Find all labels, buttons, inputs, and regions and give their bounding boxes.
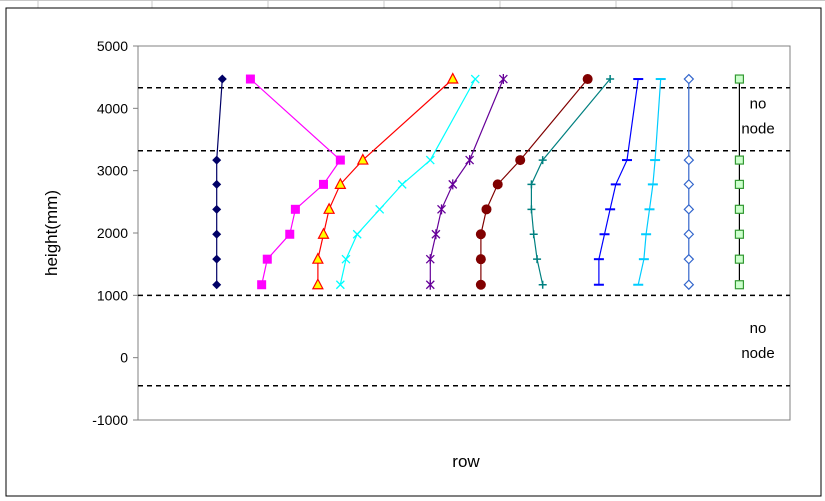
data-point: [475, 279, 486, 290]
data-point: [318, 179, 328, 189]
series-8: [593, 78, 644, 286]
data-point: [527, 205, 536, 214]
data-point: [683, 203, 695, 215]
data-point: [290, 204, 300, 214]
data-point: [257, 280, 267, 290]
data-point: [538, 156, 547, 165]
reference-lines: [138, 87, 790, 387]
series-11: [734, 74, 745, 290]
data-point: [683, 154, 695, 166]
data-point: [734, 280, 745, 290]
data-point: [317, 227, 330, 239]
data-point: [498, 74, 508, 85]
data-point: [606, 75, 615, 84]
data-point: [538, 280, 547, 289]
sheet-gridlines: [0, 0, 825, 8]
data-point: [465, 155, 475, 166]
data-point: [446, 72, 459, 84]
data-point: [334, 177, 347, 189]
data-point: [475, 229, 486, 240]
data-point: [734, 254, 745, 264]
series-2: [245, 74, 345, 290]
data-point: [734, 155, 745, 165]
data-point: [311, 252, 324, 264]
data-point: [529, 230, 538, 239]
data-point: [245, 74, 255, 84]
data-point: [212, 254, 222, 264]
data-point: [217, 74, 227, 84]
data-point: [212, 204, 222, 214]
data-point: [375, 204, 385, 214]
data-point: [734, 204, 745, 214]
y-tick-label: 5000: [97, 38, 128, 54]
data-point: [515, 155, 526, 166]
data-point: [335, 155, 345, 165]
y-axis: -1000 0 1000 2000 3000 4000 5000: [92, 38, 138, 428]
data-point: [734, 74, 745, 84]
data-point: [425, 155, 435, 165]
series-6: [475, 74, 593, 290]
data-point: [683, 179, 695, 190]
data-point: [475, 254, 486, 265]
data-point: [734, 229, 745, 239]
data-point: [341, 254, 351, 264]
data-point: [683, 73, 695, 85]
data-point: [285, 229, 295, 239]
data-point: [582, 74, 593, 85]
data-point: [397, 179, 407, 189]
data-point: [335, 280, 345, 290]
data-point: [734, 179, 745, 189]
y-tick-label: 1000: [97, 287, 128, 303]
data-point: [352, 229, 362, 239]
y-tick-label: 0: [120, 350, 128, 366]
y-tick-label: 4000: [97, 100, 128, 116]
y-tick-label: -1000: [92, 412, 128, 428]
series-7: [527, 75, 615, 289]
data-point: [431, 229, 441, 240]
series-layer: [212, 72, 745, 291]
annotations: no node no node: [741, 96, 774, 362]
data-point: [448, 179, 458, 190]
series-3: [311, 72, 459, 290]
series-4: [335, 74, 480, 290]
data-point: [311, 277, 324, 290]
data-point: [437, 204, 446, 215]
data-point: [683, 279, 695, 291]
y-tick-label: 3000: [97, 163, 128, 179]
data-point: [683, 228, 695, 240]
series-5: [425, 74, 508, 290]
annotation-no-node: no: [750, 96, 767, 113]
data-point: [527, 180, 536, 189]
data-point: [212, 280, 222, 290]
plot-area: [137, 45, 791, 421]
series-9: [633, 78, 666, 286]
data-point: [323, 202, 336, 214]
data-point: [492, 179, 503, 190]
y-tick-label: 2000: [97, 225, 128, 241]
data-point: [481, 204, 492, 215]
data-point: [262, 254, 272, 264]
annotation-no-node: no: [750, 320, 767, 337]
x-axis-title: row: [452, 452, 480, 471]
annotation-no-node: node: [741, 121, 774, 138]
data-point: [425, 279, 435, 290]
data-point: [470, 74, 480, 84]
data-point: [533, 255, 542, 264]
series-10: [683, 73, 695, 291]
series-1: [212, 74, 227, 290]
data-point: [212, 155, 222, 165]
data-point: [212, 229, 222, 239]
data-point: [212, 179, 222, 189]
data-point: [425, 254, 435, 265]
annotation-no-node: node: [741, 345, 774, 362]
y-axis-title: height(mm): [42, 190, 61, 276]
data-point: [356, 153, 369, 165]
data-point: [683, 253, 695, 265]
